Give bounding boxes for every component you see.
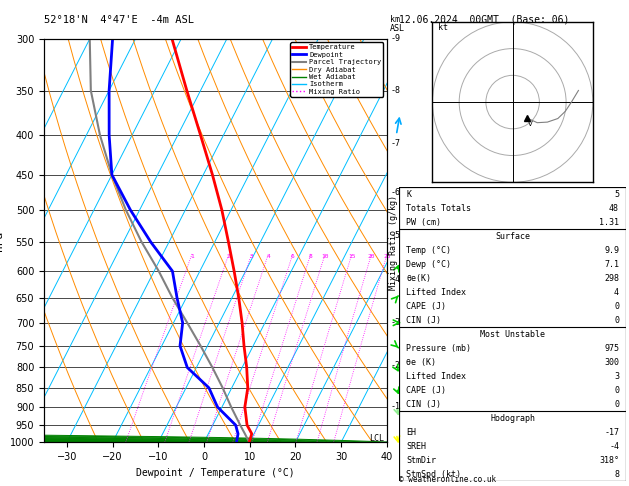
Text: 9.9: 9.9 bbox=[604, 245, 619, 255]
Text: -5: -5 bbox=[391, 231, 401, 240]
Text: 0: 0 bbox=[614, 399, 619, 409]
Text: Totals Totals: Totals Totals bbox=[406, 204, 471, 212]
Text: 4: 4 bbox=[614, 288, 619, 296]
Text: -4: -4 bbox=[391, 276, 401, 284]
Text: 6: 6 bbox=[291, 254, 295, 259]
Text: -4: -4 bbox=[609, 442, 619, 451]
Text: 5: 5 bbox=[614, 190, 619, 199]
Text: 975: 975 bbox=[604, 344, 619, 353]
Text: -3: -3 bbox=[391, 318, 401, 327]
Text: -1: -1 bbox=[391, 402, 401, 411]
Text: kt: kt bbox=[438, 23, 448, 32]
Text: 318°: 318° bbox=[599, 456, 619, 465]
Text: © weatheronline.co.uk: © weatheronline.co.uk bbox=[399, 474, 496, 484]
Text: 8: 8 bbox=[309, 254, 313, 259]
Text: Hodograph: Hodograph bbox=[490, 414, 535, 423]
Text: 8: 8 bbox=[614, 469, 619, 479]
Text: StmSpd (kt): StmSpd (kt) bbox=[406, 469, 461, 479]
Text: 12.06.2024  00GMT  (Base: 06): 12.06.2024 00GMT (Base: 06) bbox=[399, 15, 570, 25]
Text: θe(K): θe(K) bbox=[406, 274, 431, 283]
Text: CAPE (J): CAPE (J) bbox=[406, 302, 446, 311]
Text: Lifted Index: Lifted Index bbox=[406, 288, 466, 296]
Text: 3: 3 bbox=[614, 372, 619, 381]
Text: CAPE (J): CAPE (J) bbox=[406, 385, 446, 395]
Text: 48: 48 bbox=[609, 204, 619, 212]
Text: Pressure (mb): Pressure (mb) bbox=[406, 344, 471, 353]
Legend: Temperature, Dewpoint, Parcel Trajectory, Dry Adiabat, Wet Adiabat, Isotherm, Mi: Temperature, Dewpoint, Parcel Trajectory… bbox=[290, 42, 383, 97]
X-axis label: Dewpoint / Temperature (°C): Dewpoint / Temperature (°C) bbox=[136, 468, 295, 478]
Text: 0: 0 bbox=[614, 385, 619, 395]
Text: 298: 298 bbox=[604, 274, 619, 283]
Text: EH: EH bbox=[406, 428, 416, 436]
Text: CIN (J): CIN (J) bbox=[406, 315, 441, 325]
Text: Temp (°C): Temp (°C) bbox=[406, 245, 451, 255]
Text: K: K bbox=[406, 190, 411, 199]
Text: 3: 3 bbox=[250, 254, 253, 259]
Text: 20: 20 bbox=[368, 254, 376, 259]
Text: 2: 2 bbox=[227, 254, 231, 259]
Text: 52°18'N  4°47'E  -4m ASL: 52°18'N 4°47'E -4m ASL bbox=[44, 15, 194, 25]
Text: Lifted Index: Lifted Index bbox=[406, 372, 466, 381]
Text: LCL: LCL bbox=[370, 434, 384, 443]
Text: 15: 15 bbox=[348, 254, 355, 259]
Text: -17: -17 bbox=[604, 428, 619, 436]
Text: -8: -8 bbox=[391, 86, 401, 95]
Text: 0: 0 bbox=[614, 302, 619, 311]
Text: CIN (J): CIN (J) bbox=[406, 399, 441, 409]
Text: Mixing Ratio (g/kg): Mixing Ratio (g/kg) bbox=[389, 195, 398, 291]
Text: θe (K): θe (K) bbox=[406, 358, 436, 366]
Text: 1: 1 bbox=[190, 254, 194, 259]
Text: Surface: Surface bbox=[495, 232, 530, 241]
Text: 25: 25 bbox=[383, 254, 391, 259]
Text: -9: -9 bbox=[391, 35, 401, 43]
Text: Most Unstable: Most Unstable bbox=[480, 330, 545, 339]
Text: km
ASL: km ASL bbox=[390, 15, 405, 33]
Text: 7.1: 7.1 bbox=[604, 260, 619, 269]
Text: Dewp (°C): Dewp (°C) bbox=[406, 260, 451, 269]
Text: -7: -7 bbox=[391, 139, 401, 148]
Text: SREH: SREH bbox=[406, 442, 426, 451]
Text: -6: -6 bbox=[391, 189, 401, 197]
Text: StmDir: StmDir bbox=[406, 456, 436, 465]
Text: PW (cm): PW (cm) bbox=[406, 218, 441, 226]
Text: V: V bbox=[528, 121, 533, 127]
Text: 4: 4 bbox=[267, 254, 270, 259]
Text: 300: 300 bbox=[604, 358, 619, 366]
Text: -2: -2 bbox=[391, 361, 401, 370]
Text: 0: 0 bbox=[614, 315, 619, 325]
Text: 1.31: 1.31 bbox=[599, 218, 619, 226]
Y-axis label: hPa: hPa bbox=[0, 230, 4, 251]
Text: 10: 10 bbox=[321, 254, 329, 259]
